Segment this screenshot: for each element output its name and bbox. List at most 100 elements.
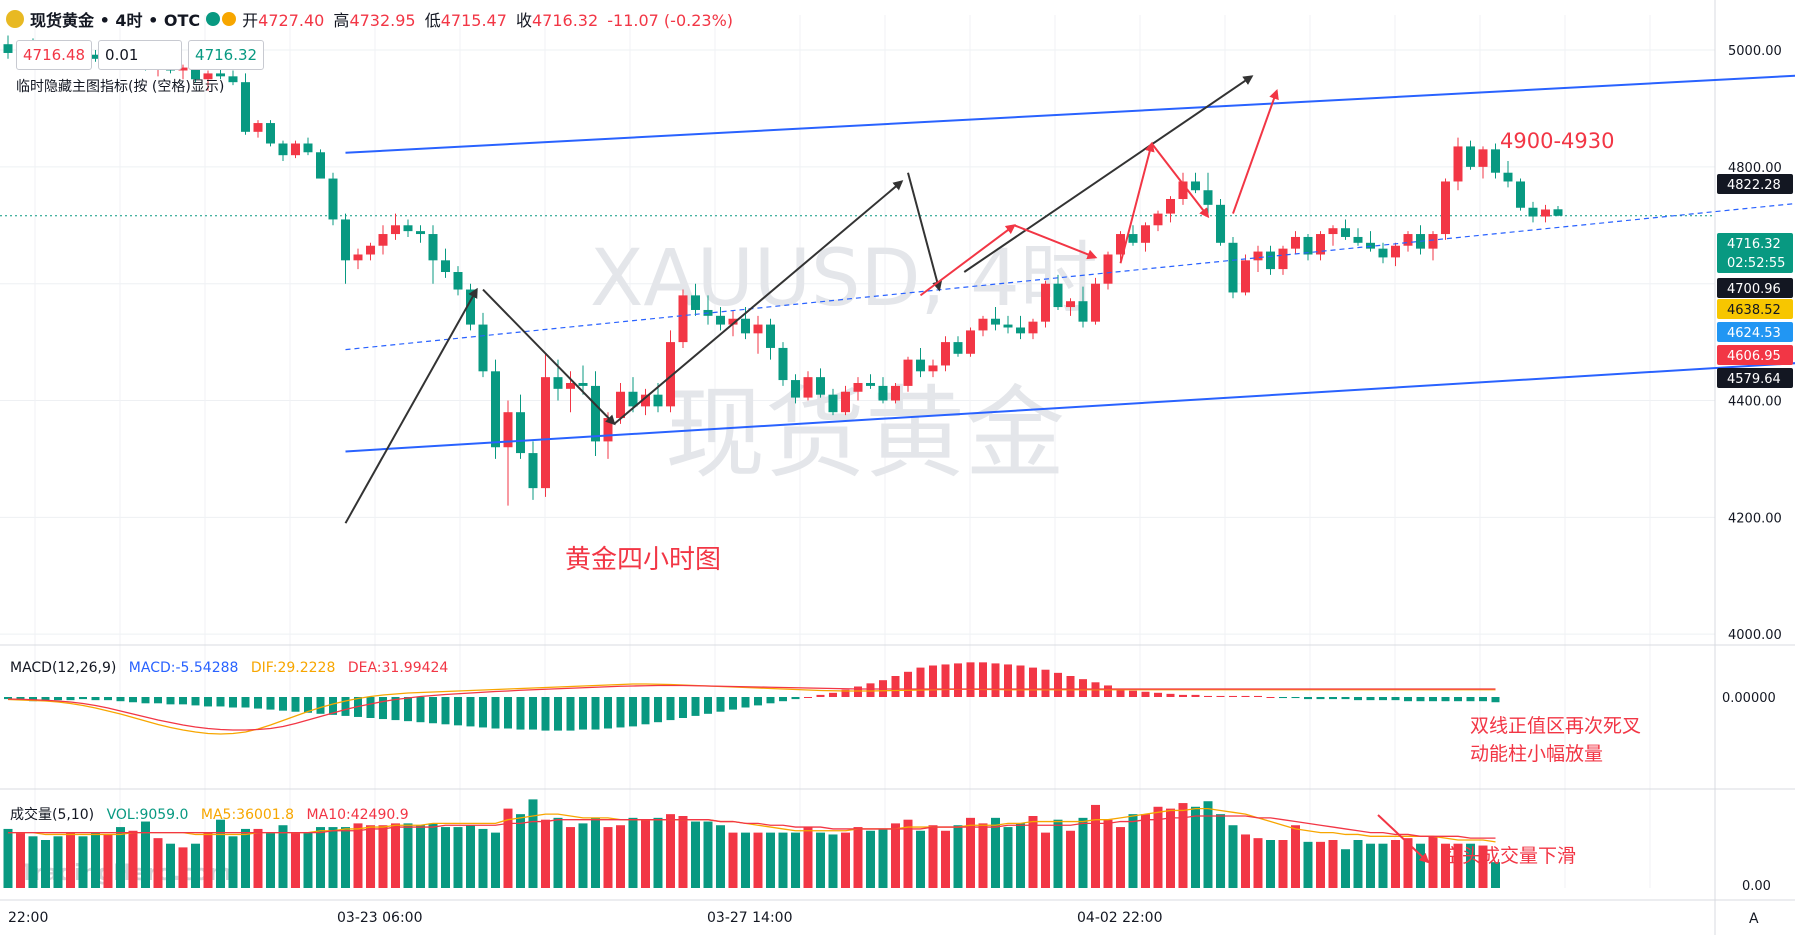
indicator-hint[interactable]: 临时隐藏主图指标(按 (空格)显示) bbox=[16, 79, 225, 95]
price-tick-label: 4800.00 bbox=[1728, 161, 1782, 176]
macd-bar bbox=[1154, 692, 1162, 697]
macd-bar bbox=[341, 697, 350, 716]
candle-body bbox=[1491, 149, 1500, 173]
volume-bar bbox=[566, 827, 575, 888]
macd-bar bbox=[1204, 695, 1212, 697]
macd-bar bbox=[166, 697, 175, 705]
macd-legend: MACD(12,26,9) MACD:-5.54288 DIF:29.2228 … bbox=[10, 660, 448, 676]
buy-price-button[interactable]: 4716.32 bbox=[188, 40, 265, 70]
candle-body bbox=[916, 359, 925, 372]
macd-bar bbox=[716, 697, 725, 712]
macd-bar bbox=[679, 697, 687, 718]
macd-bar bbox=[316, 697, 325, 714]
time-tick-label: 03-27 14:00 bbox=[707, 910, 792, 926]
volume-bar bbox=[528, 799, 538, 888]
macd-bar bbox=[1166, 693, 1175, 697]
macd-bar bbox=[291, 697, 300, 712]
candle-body bbox=[1428, 234, 1438, 249]
candle-body bbox=[816, 377, 825, 395]
price-axis-tag bbox=[1717, 368, 1793, 388]
high-label: 高 bbox=[333, 11, 350, 30]
macd-bar bbox=[579, 697, 587, 730]
volume-bar bbox=[1416, 843, 1425, 888]
candle-body bbox=[191, 67, 200, 80]
macd-bar bbox=[891, 676, 900, 697]
volume-bar bbox=[1441, 843, 1450, 888]
volume-bar bbox=[203, 832, 213, 888]
candle-body bbox=[341, 219, 350, 261]
candle-body bbox=[1503, 172, 1513, 182]
trend-arrow bbox=[907, 172, 943, 292]
macd-bar bbox=[1129, 690, 1137, 697]
macd-bar bbox=[941, 664, 950, 697]
macd-zero-tick: 0.00000 bbox=[1722, 691, 1776, 706]
volume-bar bbox=[416, 825, 425, 888]
volume-bar bbox=[1466, 843, 1475, 888]
candle-body bbox=[1466, 146, 1475, 167]
candle-body bbox=[753, 324, 763, 334]
volume-bar bbox=[28, 836, 38, 888]
dif-label: DIF: bbox=[250, 660, 278, 676]
volume-bar bbox=[916, 830, 925, 888]
volume-bar bbox=[1328, 840, 1338, 888]
candle-body bbox=[428, 234, 438, 261]
candle-body bbox=[453, 272, 463, 290]
candle-body bbox=[766, 324, 775, 348]
volume-bar bbox=[1391, 840, 1400, 888]
volume-bar bbox=[66, 832, 75, 888]
volume-bar bbox=[866, 830, 875, 888]
candle-body bbox=[903, 359, 913, 386]
candle-body bbox=[528, 453, 538, 489]
candle-body bbox=[1078, 301, 1088, 322]
candle-body bbox=[666, 342, 675, 407]
macd-bar bbox=[1241, 695, 1250, 697]
macd-bar bbox=[1054, 672, 1062, 697]
macd-bar bbox=[654, 697, 662, 723]
price-axis-tag bbox=[1717, 174, 1793, 194]
volume-bar bbox=[153, 838, 163, 888]
macd-bar bbox=[1491, 697, 1500, 703]
symbol-title[interactable]: 现货黄金 • 4时 • OTC bbox=[30, 11, 201, 30]
dif-line bbox=[7, 683, 1496, 735]
volume-bar bbox=[1403, 838, 1413, 888]
volume-pane: 空头成交量下滑 bbox=[3, 799, 1576, 888]
watermark-line1: XAUUSD, 4时 bbox=[590, 234, 1098, 324]
macd-bar bbox=[1441, 697, 1450, 702]
candle-body bbox=[603, 418, 613, 442]
candle-body bbox=[91, 54, 100, 59]
macd-bar bbox=[1379, 697, 1387, 701]
volume-bar bbox=[1241, 834, 1250, 888]
sell-price-button[interactable]: 4716.48 bbox=[16, 40, 93, 70]
gold-logo-icon bbox=[6, 10, 24, 28]
macd-bar bbox=[791, 697, 800, 700]
price-axis-tag-text: 4822.28 bbox=[1727, 178, 1781, 193]
candle-body bbox=[741, 318, 750, 334]
candle-body bbox=[391, 225, 400, 235]
volume-bar bbox=[703, 821, 713, 888]
macd-bar bbox=[241, 697, 250, 708]
volume-bar bbox=[316, 827, 325, 888]
ma10-line bbox=[8, 815, 1496, 839]
macd-bar bbox=[816, 694, 825, 697]
macd-bar bbox=[841, 689, 850, 697]
volume-bar bbox=[366, 825, 375, 888]
volume-note: 空头成交量下滑 bbox=[1443, 845, 1576, 867]
macd-bar bbox=[829, 692, 837, 697]
volume-bar bbox=[578, 823, 588, 888]
candle-body bbox=[966, 330, 975, 354]
macd-bar bbox=[466, 697, 475, 727]
candle-body bbox=[266, 123, 275, 144]
volume-bar bbox=[791, 832, 800, 888]
candle-body bbox=[1241, 260, 1250, 293]
quantity-input[interactable]: 0.01 bbox=[98, 40, 183, 70]
macd-bar bbox=[254, 697, 262, 709]
macd-bar bbox=[1141, 691, 1150, 697]
macd-bar bbox=[1179, 694, 1187, 697]
macd-bar bbox=[1079, 679, 1087, 697]
volume-bar bbox=[991, 817, 1000, 888]
macd-bar bbox=[554, 697, 562, 731]
candle-body bbox=[1228, 242, 1238, 293]
volume-bar bbox=[391, 823, 400, 888]
volume-bar bbox=[278, 825, 288, 888]
